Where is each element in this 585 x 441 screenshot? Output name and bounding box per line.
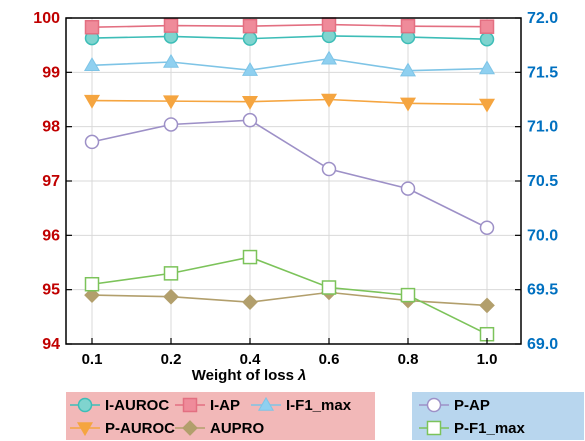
point-p-ap bbox=[242, 112, 258, 128]
y-right-tick-label: 72.0 bbox=[527, 10, 558, 27]
y-right-tick-label: 69.0 bbox=[527, 336, 558, 353]
x-tick-label: 0.1 bbox=[82, 351, 103, 368]
y-left-tick-label: 96 bbox=[42, 227, 60, 244]
point-i-f1-max bbox=[241, 62, 259, 76]
x-tick-label: 0.2 bbox=[161, 351, 182, 368]
series-line-i-auroc bbox=[91, 35, 488, 40]
y-right-tick-label: 70.0 bbox=[527, 227, 558, 244]
point-p-ap bbox=[479, 220, 495, 235]
y-left-tick-label: 98 bbox=[42, 119, 60, 136]
legend-marker-p-ap bbox=[426, 397, 442, 413]
point-p-f1-max bbox=[321, 280, 337, 295]
point-p-auroc bbox=[83, 94, 101, 109]
series-line-p-ap bbox=[91, 119, 488, 229]
y-left-tick-label: 97 bbox=[42, 173, 60, 190]
point-i-ap bbox=[479, 19, 495, 34]
x-tick-label: 0.6 bbox=[319, 351, 340, 368]
y-left-tick-label: 99 bbox=[42, 64, 60, 81]
series-i-f1-max bbox=[83, 50, 496, 77]
y-right-tick-label: 70.5 bbox=[527, 173, 558, 190]
series-line-p-auroc bbox=[91, 98, 488, 106]
series-p-auroc bbox=[83, 93, 496, 113]
point-p-auroc bbox=[241, 95, 259, 110]
x-tick-label: 0.8 bbox=[398, 351, 419, 368]
y-left-tick-label: 95 bbox=[42, 282, 60, 299]
y-left-tick-label: 94 bbox=[42, 336, 60, 353]
x-axis-label: Weight of loss bbox=[192, 367, 294, 384]
series-p-ap bbox=[84, 112, 495, 235]
point-i-ap bbox=[242, 18, 258, 34]
x-tick-label: 1.0 bbox=[477, 351, 498, 368]
point-i-auroc bbox=[479, 31, 495, 47]
point-i-ap bbox=[84, 19, 100, 35]
series-i-auroc bbox=[84, 28, 495, 47]
point-p-auroc bbox=[478, 98, 496, 113]
legend-label-p-ap: P-AP bbox=[454, 397, 490, 414]
legend-box-left bbox=[66, 392, 375, 440]
point-p-auroc bbox=[399, 97, 417, 112]
legend-marker-i-auroc bbox=[77, 397, 93, 413]
point-i-f1-max bbox=[162, 53, 180, 68]
legend-item-p-ap: P-AP bbox=[419, 397, 490, 414]
x-axis-label-text: Weight of loss bbox=[192, 367, 294, 384]
series-line-i-f1-max bbox=[91, 57, 488, 72]
y-right-tick-label: 71.5 bbox=[527, 64, 558, 81]
point-p-auroc bbox=[162, 95, 180, 110]
legend-marker-aupro bbox=[182, 420, 198, 436]
point-p-ap bbox=[321, 161, 337, 177]
point-p-f1-max bbox=[400, 287, 416, 303]
y-right-tick-label: 71.0 bbox=[527, 119, 558, 136]
point-p-ap bbox=[84, 134, 100, 150]
point-i-f1-max bbox=[320, 50, 338, 65]
point-p-ap bbox=[163, 117, 179, 132]
axis-ticks: 94 95 96 97 98 99 100 69.0 69.5 70.0 70.5 71.0 71.5 7… bbox=[33, 10, 558, 368]
series-line-i-ap bbox=[91, 23, 488, 29]
legend-label-p-f1-max: P-F1_max bbox=[454, 420, 526, 437]
point-aupro bbox=[479, 297, 495, 314]
point-i-ap bbox=[321, 17, 337, 32]
legend-label-i-auroc: I-AUROC bbox=[105, 397, 169, 414]
point-p-f1-max bbox=[242, 249, 258, 265]
legend-item-i-f1-max: I-F1_max bbox=[251, 396, 352, 414]
point-aupro bbox=[242, 294, 258, 311]
point-i-auroc bbox=[242, 31, 258, 46]
point-i-f1-max bbox=[399, 62, 417, 77]
series-layer bbox=[83, 17, 496, 342]
legend-label-i-ap: I-AP bbox=[210, 397, 240, 414]
legend-item-aupro: AUPRO bbox=[175, 420, 265, 437]
legend-label-p-auroc: P-AUROC bbox=[105, 420, 175, 437]
series-line-aupro bbox=[91, 291, 488, 307]
x-tick-label: 0.4 bbox=[240, 351, 262, 368]
series-i-ap bbox=[84, 17, 495, 35]
legend-item-p-f1-max: P-F1_max bbox=[419, 420, 526, 437]
point-i-ap bbox=[163, 18, 179, 33]
legend: I-AUROC I-AP I-F1_max P-AUROC AUPRO P-AP P-F1_… bbox=[66, 392, 584, 440]
legend-marker-p-auroc bbox=[76, 422, 94, 437]
point-aupro bbox=[163, 288, 179, 305]
point-p-auroc bbox=[320, 93, 338, 108]
grid bbox=[66, 17, 521, 345]
point-i-f1-max bbox=[83, 57, 101, 71]
legend-item-p-auroc: P-AUROC bbox=[70, 420, 175, 437]
y-right-tick-label: 69.5 bbox=[527, 282, 558, 299]
legend-label-i-f1-max: I-F1_max bbox=[286, 397, 352, 414]
point-p-ap bbox=[400, 181, 416, 196]
point-i-ap bbox=[400, 18, 416, 34]
legend-label-aupro: AUPRO bbox=[210, 420, 265, 437]
point-i-f1-max bbox=[478, 60, 496, 75]
legend-marker-i-f1-max bbox=[257, 396, 275, 411]
point-p-f1-max bbox=[163, 266, 179, 281]
legend-item-i-ap: I-AP bbox=[175, 397, 240, 414]
point-aupro bbox=[84, 287, 100, 303]
legend-marker-i-ap bbox=[182, 397, 198, 413]
legend-marker-p-f1-max bbox=[426, 420, 442, 436]
point-p-f1-max bbox=[84, 276, 100, 292]
legend-item-i-auroc: I-AUROC bbox=[70, 397, 169, 414]
series-line-p-f1-max bbox=[91, 256, 488, 335]
x-axis-symbol: λ bbox=[297, 367, 306, 384]
y-left-tick-label: 100 bbox=[33, 10, 60, 27]
series-p-f1-max bbox=[84, 249, 495, 342]
